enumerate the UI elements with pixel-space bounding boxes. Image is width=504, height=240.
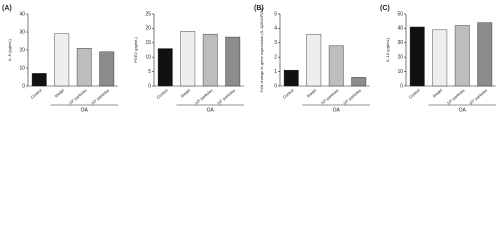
bar xyxy=(306,33,322,87)
bar xyxy=(202,33,218,87)
y-tick-label: 5 xyxy=(148,69,151,75)
y-axis-label: PGE2 (pg/mL) xyxy=(133,37,138,63)
bar xyxy=(31,73,47,87)
bar xyxy=(157,48,173,87)
bar xyxy=(76,48,92,87)
bar xyxy=(54,33,70,87)
group-label: OA xyxy=(459,107,467,113)
y-tick-label: 10 xyxy=(19,65,25,71)
x-tick-label: Control xyxy=(281,88,294,100)
bar xyxy=(409,26,425,87)
y-tick-label: 4 xyxy=(274,26,277,32)
x-tick-label: 10³ particles xyxy=(194,88,214,106)
x-tick-label: 10⁵ particles xyxy=(342,88,362,106)
bar xyxy=(225,36,241,87)
x-tick-label: Control xyxy=(155,88,168,100)
y-axis-label: IL-10 (pg/mL) xyxy=(385,37,390,62)
bar xyxy=(180,31,196,87)
y-tick-label: 15 xyxy=(145,40,151,46)
panel-label: (C) xyxy=(380,5,390,12)
group-label: OA xyxy=(333,107,341,113)
x-tick-label: Model xyxy=(432,88,444,99)
y-tick-label: 2 xyxy=(274,55,277,61)
bar xyxy=(328,45,344,87)
bar xyxy=(477,22,493,87)
x-tick-label: 10⁵ particles xyxy=(216,88,236,106)
bar xyxy=(454,25,470,87)
group-label: OA xyxy=(207,107,215,113)
y-tick-label: 40 xyxy=(19,11,25,17)
panel-label: (B) xyxy=(254,5,264,12)
x-tick-label: 10³ particles xyxy=(446,88,466,106)
y-tick-label: 50 xyxy=(397,11,403,17)
y-tick-label: 0 xyxy=(148,83,151,89)
y-tick-label: 0 xyxy=(400,83,403,89)
y-tick-label: 20 xyxy=(397,55,403,61)
x-tick-label: Model xyxy=(306,88,318,99)
y-tick-label: 25 xyxy=(145,11,151,17)
x-tick-label: 10³ particles xyxy=(68,88,88,106)
x-tick-label: Model xyxy=(180,88,192,99)
panel-label: (A) xyxy=(2,5,12,12)
y-axis-label: Fold change in gene expression (IL-1β/GA… xyxy=(259,7,264,93)
x-tick-label: 10³ particles xyxy=(320,88,340,106)
y-tick-label: 10 xyxy=(397,69,403,75)
x-tick-label: Model xyxy=(54,88,66,99)
y-tick-label: 30 xyxy=(19,29,25,35)
y-tick-label: 5 xyxy=(274,11,277,17)
y-tick-label: 0 xyxy=(22,83,25,89)
y-tick-label: 1 xyxy=(274,69,277,75)
y-tick-label: 3 xyxy=(274,40,277,46)
y-axis-label: IL-6 (pg/mL) xyxy=(7,38,12,60)
y-tick-label: 40 xyxy=(397,26,403,32)
x-tick-label: Control xyxy=(407,88,420,100)
y-tick-label: 30 xyxy=(397,40,403,46)
x-tick-label: 10⁵ particles xyxy=(90,88,110,106)
bar xyxy=(351,77,367,87)
x-tick-label: Control xyxy=(29,88,42,100)
y-tick-label: 10 xyxy=(145,55,151,61)
bar xyxy=(99,51,115,87)
bar xyxy=(432,29,448,87)
y-tick-label: 20 xyxy=(19,47,25,53)
y-tick-label: 20 xyxy=(145,26,151,32)
y-tick-label: 0 xyxy=(274,83,277,89)
x-tick-label: 10⁵ particles xyxy=(468,88,488,106)
group-label: OA xyxy=(81,107,89,113)
bar xyxy=(283,69,299,87)
